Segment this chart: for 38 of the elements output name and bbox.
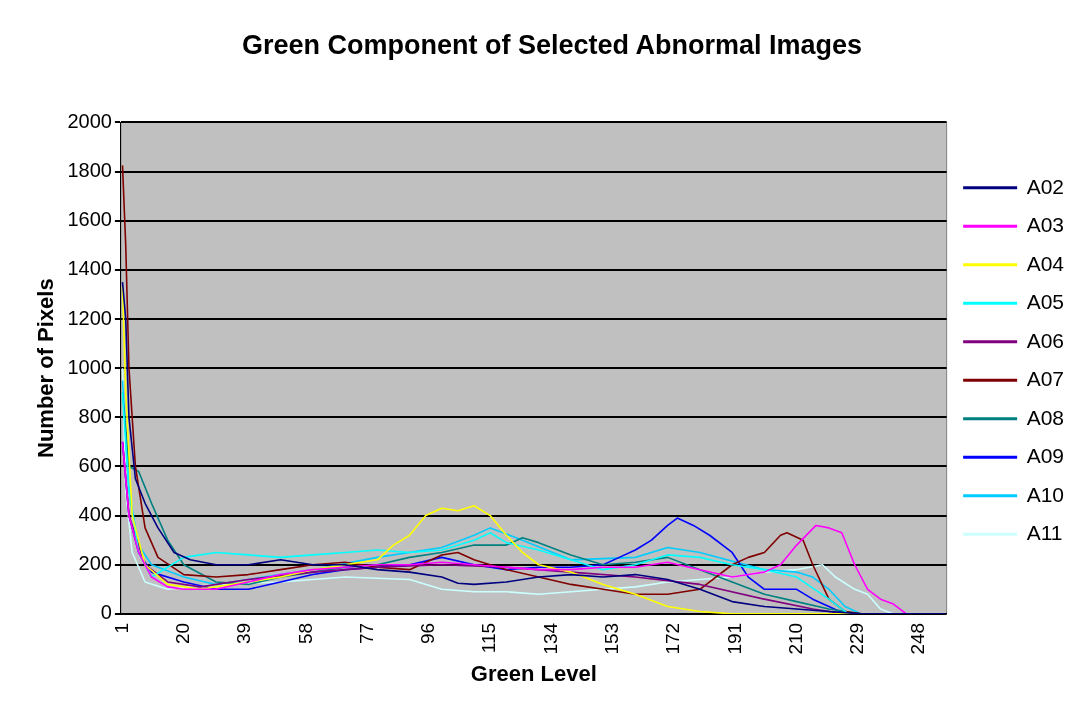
- legend-label: A05: [1026, 290, 1065, 314]
- x-tick-label: 134: [539, 622, 561, 655]
- x-tick-label: 153: [601, 622, 623, 655]
- y-tick-label: 1200: [67, 306, 112, 329]
- x-tick-label: 172: [662, 622, 684, 655]
- y-tick-label: 200: [78, 552, 112, 575]
- x-tick-label: 210: [784, 622, 806, 655]
- x-tick-label: 58: [294, 622, 316, 645]
- legend-label: A03: [1026, 213, 1065, 237]
- y-tick-label: 800: [78, 404, 112, 427]
- legend-label: A07: [1026, 367, 1065, 391]
- x-tick-label: 229: [846, 622, 868, 655]
- legend-label: A08: [1026, 405, 1065, 429]
- y-axis-title: Number of Pixels: [33, 278, 59, 459]
- x-tick-label: 96: [417, 622, 439, 645]
- legend-label: A11: [1026, 521, 1063, 545]
- y-tick-label: 1600: [67, 208, 112, 231]
- legend-label: A02: [1026, 174, 1065, 198]
- legend-label: A06: [1026, 328, 1065, 352]
- x-tick-label: 248: [907, 622, 929, 655]
- legend-label: A10: [1026, 482, 1065, 506]
- y-tick-label: 2000: [67, 109, 112, 132]
- legend-label: A09: [1026, 444, 1065, 468]
- y-tick-label: 400: [78, 503, 112, 526]
- x-tick-label: 39: [233, 622, 255, 645]
- y-tick-label: 600: [78, 453, 112, 476]
- y-tick-label: 1400: [67, 257, 112, 280]
- x-tick-label: 1: [110, 622, 132, 634]
- x-tick-label: 191: [723, 622, 745, 655]
- y-tick-label: 1000: [67, 355, 112, 378]
- x-tick-label: 77: [355, 622, 377, 645]
- legend-label: A04: [1026, 251, 1065, 275]
- y-tick-label: 0: [100, 601, 112, 624]
- x-tick-label: 20: [172, 622, 194, 645]
- y-tick-label: 1800: [67, 159, 112, 182]
- x-tick-label: 115: [478, 622, 500, 654]
- chart-title: Green Component of Selected Abnormal Images: [241, 29, 863, 60]
- x-axis-title: Green Level: [470, 660, 597, 686]
